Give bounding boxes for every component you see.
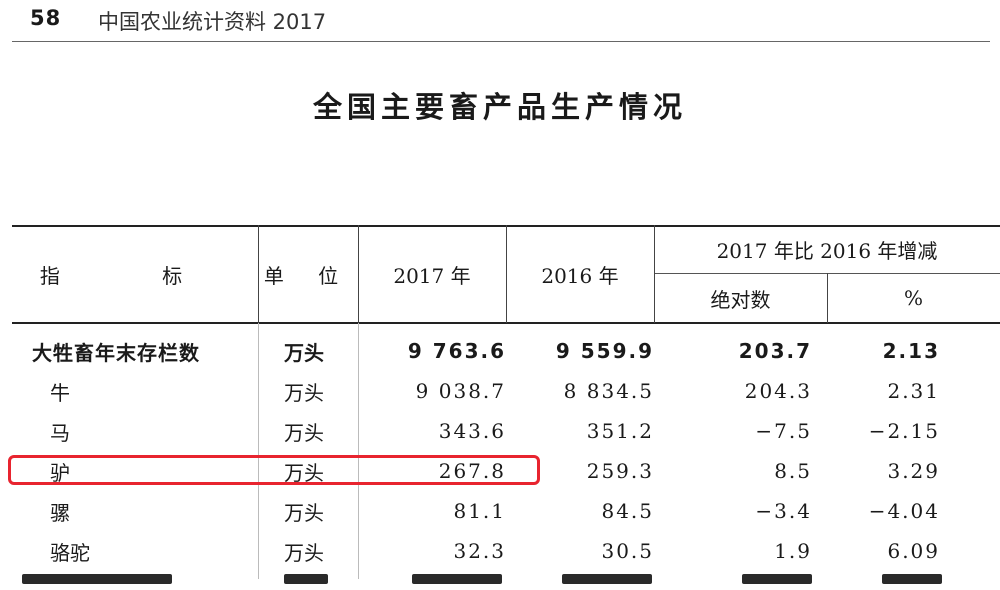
row-value-2016: 8 834.5: [563, 379, 654, 403]
col-header-absolute: 绝对数: [710, 287, 771, 312]
row-value-2017: 9 763.6: [407, 339, 506, 363]
row-value-2017: 81.1: [453, 499, 506, 523]
row-indicator: 马: [50, 420, 70, 445]
row-unit: 万头: [284, 500, 324, 525]
row-value-percent: −4.04: [868, 499, 940, 523]
page-number: 58: [30, 6, 62, 30]
row-value-absolute: −7.5: [755, 419, 812, 443]
table-row: 骆驼 万头 32.3 30.5 1.9 6.09: [12, 531, 1000, 571]
row-unit: 万头: [284, 340, 324, 365]
row-value-2017: 9 038.7: [415, 379, 506, 403]
cut-off-row: [12, 570, 1000, 590]
row-unit: 万头: [284, 420, 324, 445]
cut-off-text: [22, 574, 172, 584]
row-indicator: 大牲畜年末存栏数: [32, 340, 200, 365]
row-value-absolute: 204.3: [744, 379, 812, 403]
row-value-absolute: −3.4: [755, 499, 812, 523]
cut-off-text: [742, 574, 812, 584]
table-row: 骡 万头 81.1 84.5 −3.4 −4.04: [12, 491, 1000, 531]
col-header-2016: 2016 年: [541, 263, 619, 288]
cut-off-text: [412, 574, 502, 584]
row-value-2016: 259.3: [586, 459, 654, 483]
row-value-2016: 9 559.9: [555, 339, 654, 363]
row-value-2017: 32.3: [453, 539, 506, 563]
header-divider: [258, 225, 259, 323]
table-row: 牛 万头 9 038.7 8 834.5 204.3 2.31: [12, 371, 1000, 411]
cut-off-text: [882, 574, 942, 584]
row-value-percent: 6.09: [887, 539, 940, 563]
body-divider: [358, 323, 359, 579]
row-value-2017: 343.6: [438, 419, 506, 443]
header-rule: [12, 41, 990, 42]
statistics-table: 指 标 单 位 2017 年 2016 年 2017 年比 2016 年增减 绝…: [12, 225, 1000, 579]
table-title: 全国主要畜产品生产情况: [312, 90, 687, 124]
header-bottom-rule: [12, 322, 1000, 324]
row-indicator: 牛: [50, 380, 70, 405]
col-header-indicator: 指 标: [39, 263, 231, 288]
col-header-2017: 2017 年: [393, 263, 471, 288]
row-value-2016: 30.5: [601, 539, 654, 563]
table-row: 大牲畜年末存栏数 万头 9 763.6 9 559.9 203.7 2.13: [12, 331, 1000, 371]
cut-off-text: [284, 574, 328, 584]
row-value-2016: 84.5: [601, 499, 654, 523]
body-divider: [258, 323, 259, 579]
row-value-absolute: 8.5: [774, 459, 812, 483]
row-unit: 万头: [284, 540, 324, 565]
row-value-percent: 3.29: [887, 459, 940, 483]
row-unit: 万头: [284, 380, 324, 405]
row-indicator: 骆驼: [50, 540, 90, 565]
page-header: 58 中国农业统计资料 2017: [0, 0, 1000, 44]
row-value-percent: 2.31: [887, 379, 940, 403]
row-indicator: 骡: [50, 500, 70, 525]
row-value-percent: −2.15: [868, 419, 940, 443]
header-divider: [506, 225, 507, 323]
row-value-2017: 267.8: [438, 459, 506, 483]
header-divider: [358, 225, 359, 323]
row-unit: 万头: [284, 460, 324, 485]
row-indicator: 驴: [50, 460, 70, 485]
table-row: 马 万头 343.6 351.2 −7.5 −2.15: [12, 411, 1000, 451]
row-value-percent: 2.13: [882, 339, 940, 363]
book-title: 中国农业统计资料 2017: [98, 10, 327, 34]
col-header-change-group: 2017 年比 2016 年增减: [716, 238, 938, 263]
row-value-absolute: 203.7: [738, 339, 812, 363]
row-value-2016: 351.2: [586, 419, 654, 443]
header-divider: [827, 273, 828, 323]
highlight-box: [8, 455, 540, 485]
table-row-highlighted: 驴 万头 267.8 259.3 8.5 3.29: [12, 451, 1000, 491]
col-header-unit: 单 位: [263, 263, 353, 288]
cut-off-text: [562, 574, 652, 584]
col-header-percent: %: [903, 286, 923, 310]
header-divider: [654, 225, 655, 323]
row-value-absolute: 1.9: [774, 539, 812, 563]
